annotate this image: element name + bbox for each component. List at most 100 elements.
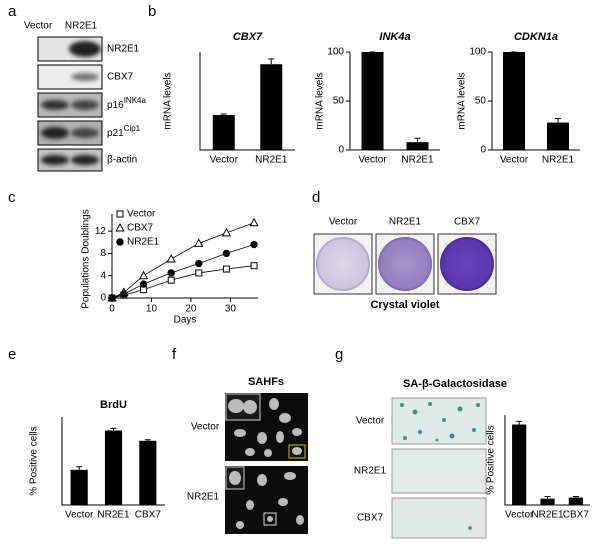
blot-label-sup: INK4a (124, 96, 147, 105)
bar (568, 497, 583, 505)
x-axis-label: Days (174, 315, 197, 326)
marker (195, 269, 203, 277)
error-bar (544, 496, 551, 499)
plate-label: Vector (329, 217, 358, 228)
error-bar (414, 137, 421, 143)
y-tick-label: 4 (100, 270, 106, 281)
bar (70, 469, 88, 505)
bar (406, 142, 429, 150)
x-tick-label: CBX7 (135, 510, 162, 521)
blot-label: β-actin (107, 155, 137, 166)
x-tick-label: Vector (210, 155, 239, 166)
marker (167, 269, 175, 277)
error-bar (572, 496, 579, 498)
error-bar (76, 466, 83, 470)
chart-title: CDKN1a (514, 31, 558, 43)
blot-label-main: p16 (107, 100, 124, 111)
x-tick-label: 20 (185, 304, 197, 315)
error-bar (555, 118, 561, 123)
marker (250, 262, 258, 270)
x-tick-label: Vector (505, 510, 534, 521)
series-line (111, 222, 255, 299)
bar (547, 122, 569, 150)
bar (104, 430, 123, 505)
x-tick-label: Vector (358, 155, 387, 166)
legend-label: CBX7 (127, 223, 154, 234)
sagal-title: SA-β-Galactosidase (403, 378, 507, 390)
y-tick-label: 50 (333, 96, 345, 107)
marker (250, 240, 258, 249)
bar (212, 115, 235, 150)
panel-letter: g (335, 346, 343, 363)
marker (195, 259, 203, 268)
marker (139, 280, 148, 288)
y-axis-label: % Positive cells (486, 425, 497, 494)
x-tick-label: Vector (500, 155, 529, 166)
legend-label: NR2E1 (127, 237, 160, 248)
y-axis-label: % Positive cells (29, 426, 40, 495)
marker (167, 276, 175, 284)
y-tick-label: 8 (100, 248, 106, 259)
bar (139, 440, 157, 505)
x-tick-label: 0 (109, 304, 115, 315)
sagal-label: NR2E1 (354, 466, 387, 477)
y-axis-label: mRNA levels (163, 72, 174, 129)
x-tick-label: NR2E1 (542, 155, 575, 166)
marker (249, 217, 259, 227)
error-bar (144, 439, 151, 441)
error-bar (516, 420, 523, 425)
panel-letter: c (8, 189, 16, 206)
x-tick-label: NR2E1 (531, 510, 564, 521)
bar (512, 424, 527, 505)
bar (260, 64, 283, 150)
panel-letter: a (8, 3, 17, 20)
blot-column: Vector (24, 21, 53, 32)
marker (222, 249, 231, 258)
y-tick-label: 0 (480, 145, 486, 156)
legend-label: Vector (127, 209, 156, 220)
blot-label: CBX7 (107, 72, 134, 83)
blot-label-main: p21 (107, 128, 124, 139)
sahf-images (225, 393, 308, 534)
axis (61, 417, 165, 506)
y-axis-label: Populations Doublings (81, 209, 92, 309)
y-tick-label: 0 (338, 145, 344, 156)
chart-title: CBX7 (233, 31, 263, 43)
x-tick-label: CBX7 (563, 510, 590, 521)
blot-label: p16INK4a (107, 96, 146, 111)
x-tick-label: NR2E1 (97, 510, 130, 521)
chart-title: INK4a (379, 31, 410, 43)
plate-label: NR2E1 (389, 217, 422, 228)
chart-title: BrdU (100, 399, 127, 411)
panel-letter: f (172, 346, 177, 363)
blot-label-sup: Cip1 (124, 124, 141, 133)
plate-label: CBX7 (454, 217, 481, 228)
marker (166, 253, 176, 263)
sahf-label: Vector (191, 422, 220, 433)
marker (222, 265, 230, 273)
marker (108, 294, 116, 302)
error-bar (220, 113, 227, 115)
plates (313, 233, 497, 295)
marker (221, 227, 232, 237)
blot-column: NR2E1 (65, 21, 98, 32)
plate-caption: Crystal violet (370, 299, 439, 311)
y-tick-label: 100 (469, 47, 486, 58)
axis (504, 415, 590, 506)
legend-marker (116, 238, 124, 246)
blot-label: NR2E1 (107, 44, 140, 55)
marker (194, 238, 204, 247)
x-tick-label: 10 (146, 304, 158, 315)
y-axis-label: mRNA levels (457, 72, 468, 129)
marker (138, 270, 149, 280)
x-tick-label: Vector (65, 510, 94, 521)
sahf-title: SAHFs (248, 376, 284, 388)
marker (120, 290, 128, 298)
bar (361, 52, 384, 150)
bar (540, 498, 555, 505)
sagal-label: Vector (356, 416, 385, 427)
y-tick-label: 0 (100, 293, 106, 304)
y-axis-label: mRNA levels (315, 72, 326, 129)
